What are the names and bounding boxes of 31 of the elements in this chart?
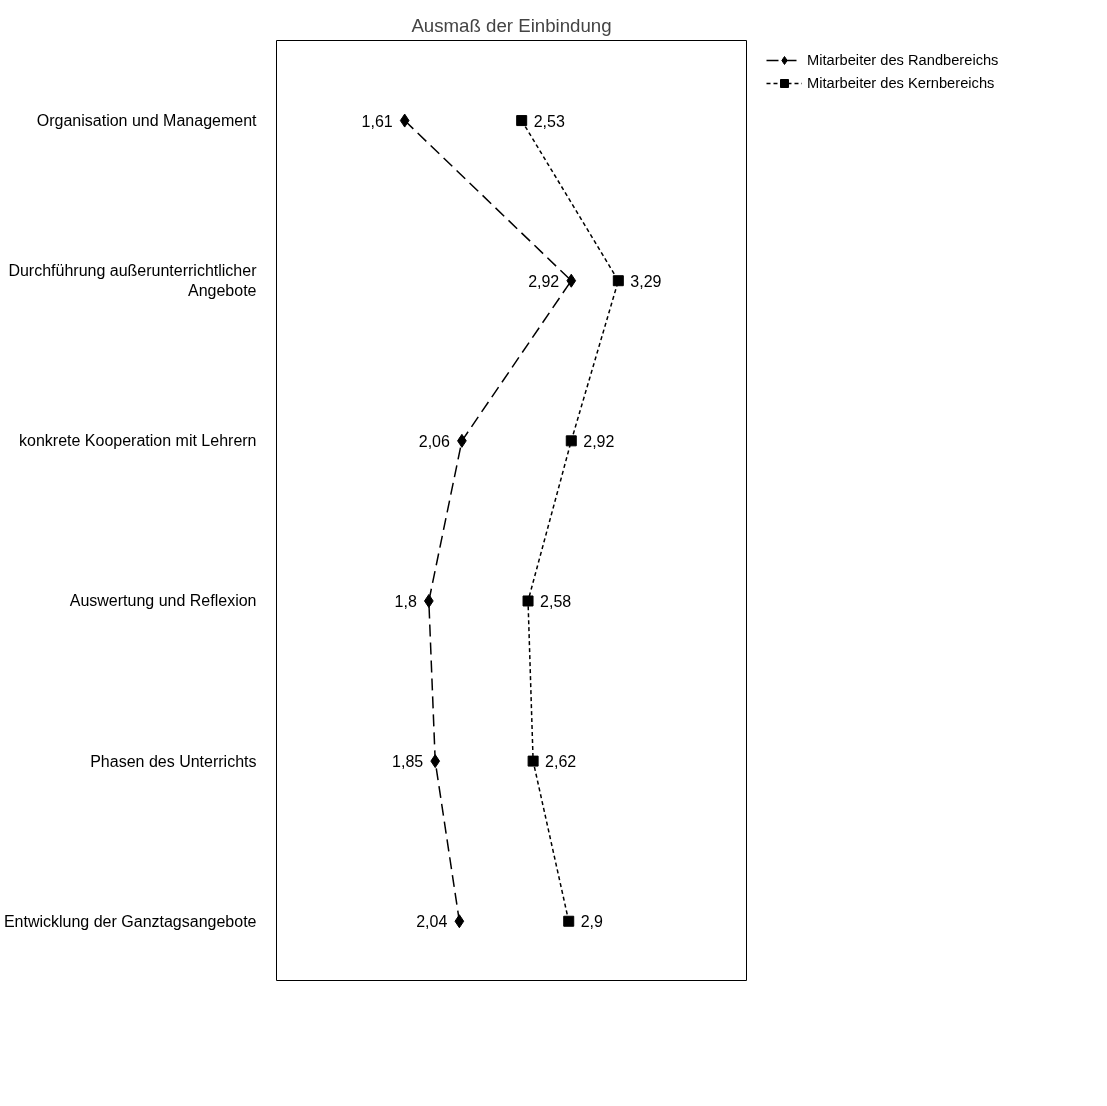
chart-title: Ausmaß der Einbindung (411, 14, 612, 36)
point (563, 915, 575, 927)
data-label: 1,8 (394, 592, 417, 610)
y-tick-label: Entwicklung der Ganztagsangebote (3, 912, 257, 930)
data-label: 1,61 (361, 112, 393, 130)
data-label: 2,53 (533, 112, 565, 130)
legend-label: Mitarbeiter des Randbereichs (807, 52, 999, 68)
data-label: 2,9 (580, 913, 604, 931)
point (399, 113, 410, 128)
data-label: 2,04 (416, 913, 448, 931)
y-tick-label: Auswertung und Reflexion (69, 592, 257, 610)
y-tick-label: Durchführung außerunterrichtlicher Angebote (8, 262, 258, 300)
point (566, 273, 577, 288)
point (522, 595, 534, 607)
data-label: 2,58 (540, 592, 572, 610)
data-label: 1,85 (392, 753, 424, 771)
point (516, 115, 528, 127)
point (612, 275, 624, 287)
y-tick-label: konkrete Kooperation mit Lehrern (19, 432, 257, 450)
data-label: 2,06 (418, 432, 451, 450)
point (430, 754, 441, 769)
data-label: 2,92 (528, 272, 560, 290)
point (454, 914, 465, 929)
data-label: 2,92 (583, 432, 615, 450)
y-tick-label: Phasen des Unterrichts (90, 752, 257, 770)
point (565, 435, 577, 447)
data-label: 3,29 (630, 272, 662, 290)
legend-label: Mitarbeiter des Kernbereichs (807, 75, 995, 91)
point (527, 755, 539, 767)
y-tick-label: Organisation und Management (36, 112, 258, 130)
data-label: 2,62 (545, 753, 577, 771)
